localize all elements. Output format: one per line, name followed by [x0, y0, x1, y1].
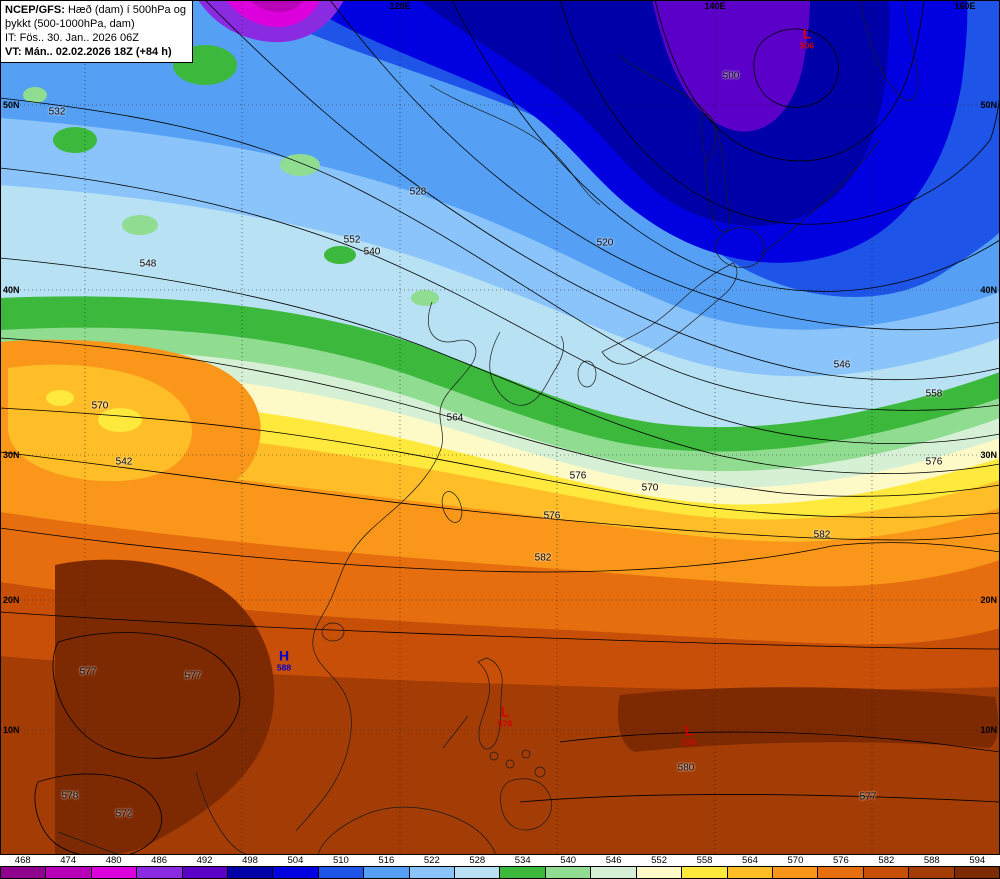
colorbar-swatch: [500, 867, 546, 878]
colorbar-swatch: [954, 867, 999, 878]
colorbar-swatch: [636, 867, 683, 878]
colorbar-value: 576: [832, 855, 849, 866]
colorbar-value: 534: [514, 855, 531, 866]
colorbar-value: 528: [469, 855, 486, 866]
colorbar-value: 588: [923, 855, 940, 866]
colorbar-value: 540: [560, 855, 577, 866]
title-box: NCEP/GFS: Hæð (dam) í 500hPa og þykkt (5…: [0, 0, 193, 64]
colorbar-value: 486: [151, 855, 168, 866]
title-line-1-rest: Hæð (dam) í 500hPa og: [64, 4, 186, 16]
colorbar-swatch: [545, 867, 592, 878]
colorbar-swatch: [772, 867, 819, 878]
colorbar-value: 582: [878, 855, 895, 866]
colorbar-swatch: [591, 867, 637, 878]
colorbar-swatch: [818, 867, 864, 878]
map-canvas: [0, 0, 1000, 855]
init-time: IT: Fös.. 30. Jan.. 2026 06Z: [5, 32, 139, 45]
colorbar-value: 570: [787, 855, 804, 866]
colorbar-swatch: [364, 867, 410, 878]
title-line-2: þykkt (500-1000hPa, dam): [5, 18, 135, 31]
thickness-bands: [0, 0, 1000, 855]
colorbar-value: 468: [14, 855, 31, 866]
colorbar-swatch: [682, 867, 728, 878]
colorbar-value: 594: [969, 855, 986, 866]
colorbar-swatch: [46, 867, 92, 878]
colorbar-value: 510: [332, 855, 349, 866]
colorbar-swatch: [455, 867, 501, 878]
colorbar-swatch: [228, 867, 274, 878]
colorbar-value: 480: [105, 855, 122, 866]
colorbar-value: 552: [651, 855, 667, 866]
colorbar: 468 474 480 486 492 498 504 510 516 522 528 534 540 5…: [0, 855, 1000, 879]
height-contours: [0, 0, 1000, 855]
colorbar-value: 474: [60, 855, 77, 866]
colorbar-value: 558: [696, 855, 713, 866]
colorbar-value: 522: [423, 855, 440, 866]
colorbar-value: 564: [742, 855, 758, 866]
latlon-grid: [0, 0, 1000, 855]
colorbar-swatch: [909, 867, 955, 878]
colorbar-values: 468 474 480 486 492 498 504 510 516 522 528 534 540 5…: [0, 855, 1000, 866]
colorbar-value: 546: [605, 855, 622, 866]
colorbar-swatch: [727, 867, 773, 878]
colorbar-swatch: [863, 867, 910, 878]
colorbar-swatches: [0, 866, 1000, 879]
valid-time: VT: Mán.. 02.02.2026 18Z (+84 h): [5, 46, 172, 59]
colorbar-swatch: [137, 867, 183, 878]
colorbar-swatch: [1, 867, 47, 878]
colorbar-swatch: [273, 867, 319, 878]
colorbar-swatch: [91, 867, 138, 878]
colorbar-swatch: [318, 867, 365, 878]
model-name: NCEP/GFS:: [5, 4, 65, 16]
coastlines: [57, 0, 919, 855]
colorbar-value: 504: [287, 855, 304, 866]
colorbar-value: 498: [242, 855, 258, 866]
colorbar-swatch: [182, 867, 229, 878]
colorbar-swatch: [409, 867, 456, 878]
title-line-1: NCEP/GFS: Hæð (dam) í 500hPa og: [5, 3, 186, 17]
colorbar-value: 516: [378, 855, 395, 866]
colorbar-value: 492: [196, 855, 213, 866]
